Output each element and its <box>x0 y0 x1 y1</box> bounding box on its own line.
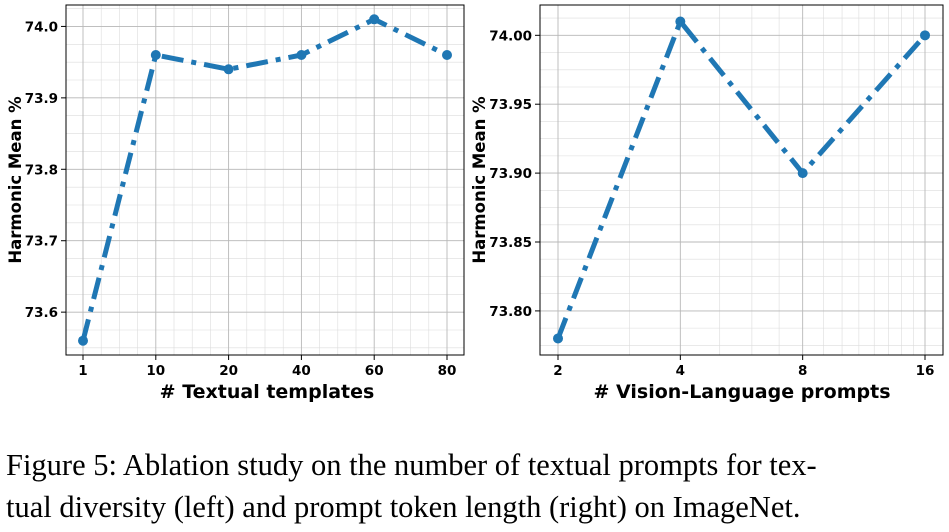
caption-line-2: tual diversity (left) and prompt token l… <box>6 490 801 524</box>
right-x-tick-label: 8 <box>798 363 807 379</box>
left-x-tick-label: 10 <box>146 363 165 379</box>
left-x-tick-label: 40 <box>292 363 311 379</box>
left-data-point <box>150 50 161 60</box>
left-data-point <box>223 64 234 75</box>
right-y-tick-label: 73.90 <box>489 166 532 182</box>
left-series-line <box>80 16 449 342</box>
left-x-ticks: 1 10 20 40 60 80 <box>78 355 456 379</box>
right-y-tick-label: 73.95 <box>489 97 532 113</box>
right-x-ticks: 2 4 8 16 <box>553 355 934 379</box>
left-x-tick-label: 60 <box>365 363 384 379</box>
caption-line-1: Figure 5: Ablation study on the number o… <box>6 448 817 482</box>
left-data-point <box>369 14 380 25</box>
right-series-line <box>555 19 927 340</box>
right-series <box>553 16 930 344</box>
left-y-ticks: 73.6 73.7 73.8 73.9 74.0 <box>25 19 66 321</box>
right-y-ticks: 73.80 73.85 73.90 73.95 74.00 <box>489 28 540 320</box>
left-x-axis-label: # Textual templates <box>160 381 375 403</box>
left-chart: 73.6 73.7 73.8 73.9 74.0 1 10 20 40 60 80 # Textu… <box>6 4 465 403</box>
right-x-tick-label: 16 <box>916 363 935 379</box>
left-data-point <box>442 50 452 60</box>
right-x-tick-label: 4 <box>676 363 685 379</box>
right-data-point <box>920 30 930 41</box>
left-y-tick-label: 73.8 <box>25 162 58 178</box>
left-y-tick-label: 74.0 <box>25 19 58 35</box>
left-x-tick-label: 20 <box>219 363 238 379</box>
left-x-tick-label: 1 <box>78 363 87 379</box>
right-chart: 73.80 73.85 73.90 73.95 74.00 2 4 8 16 # Vision… <box>470 4 944 403</box>
figure-caption: Figure 5: Ablation study on the number o… <box>6 444 946 528</box>
left-data-point <box>296 50 307 60</box>
right-data-point <box>675 16 686 27</box>
right-major-grid <box>540 5 943 355</box>
left-axes-frame <box>65 4 465 356</box>
right-data-point <box>553 333 563 344</box>
left-data-point <box>78 335 88 346</box>
right-y-tick-label: 73.85 <box>489 235 532 251</box>
left-x-tick-label: 80 <box>438 363 457 379</box>
right-x-tick-label: 2 <box>553 363 562 379</box>
left-series <box>78 14 452 346</box>
figure: 73.6 73.7 73.8 73.9 74.0 1 10 20 40 60 80 # Textu… <box>6 4 944 403</box>
right-y-tick-label: 74.00 <box>489 28 532 44</box>
left-y-axis-label: Harmonic Mean % <box>6 96 25 264</box>
right-data-point <box>797 168 808 179</box>
left-y-tick-label: 73.6 <box>25 305 58 321</box>
right-y-tick-label: 73.80 <box>489 304 532 320</box>
left-y-tick-label: 73.7 <box>25 234 58 250</box>
left-y-tick-label: 73.9 <box>25 91 58 107</box>
right-axes-frame <box>539 4 944 356</box>
right-y-axis-label: Harmonic Mean % <box>470 96 489 264</box>
right-x-axis-label: # Vision-Language prompts <box>593 381 890 403</box>
left-major-grid <box>66 5 464 355</box>
